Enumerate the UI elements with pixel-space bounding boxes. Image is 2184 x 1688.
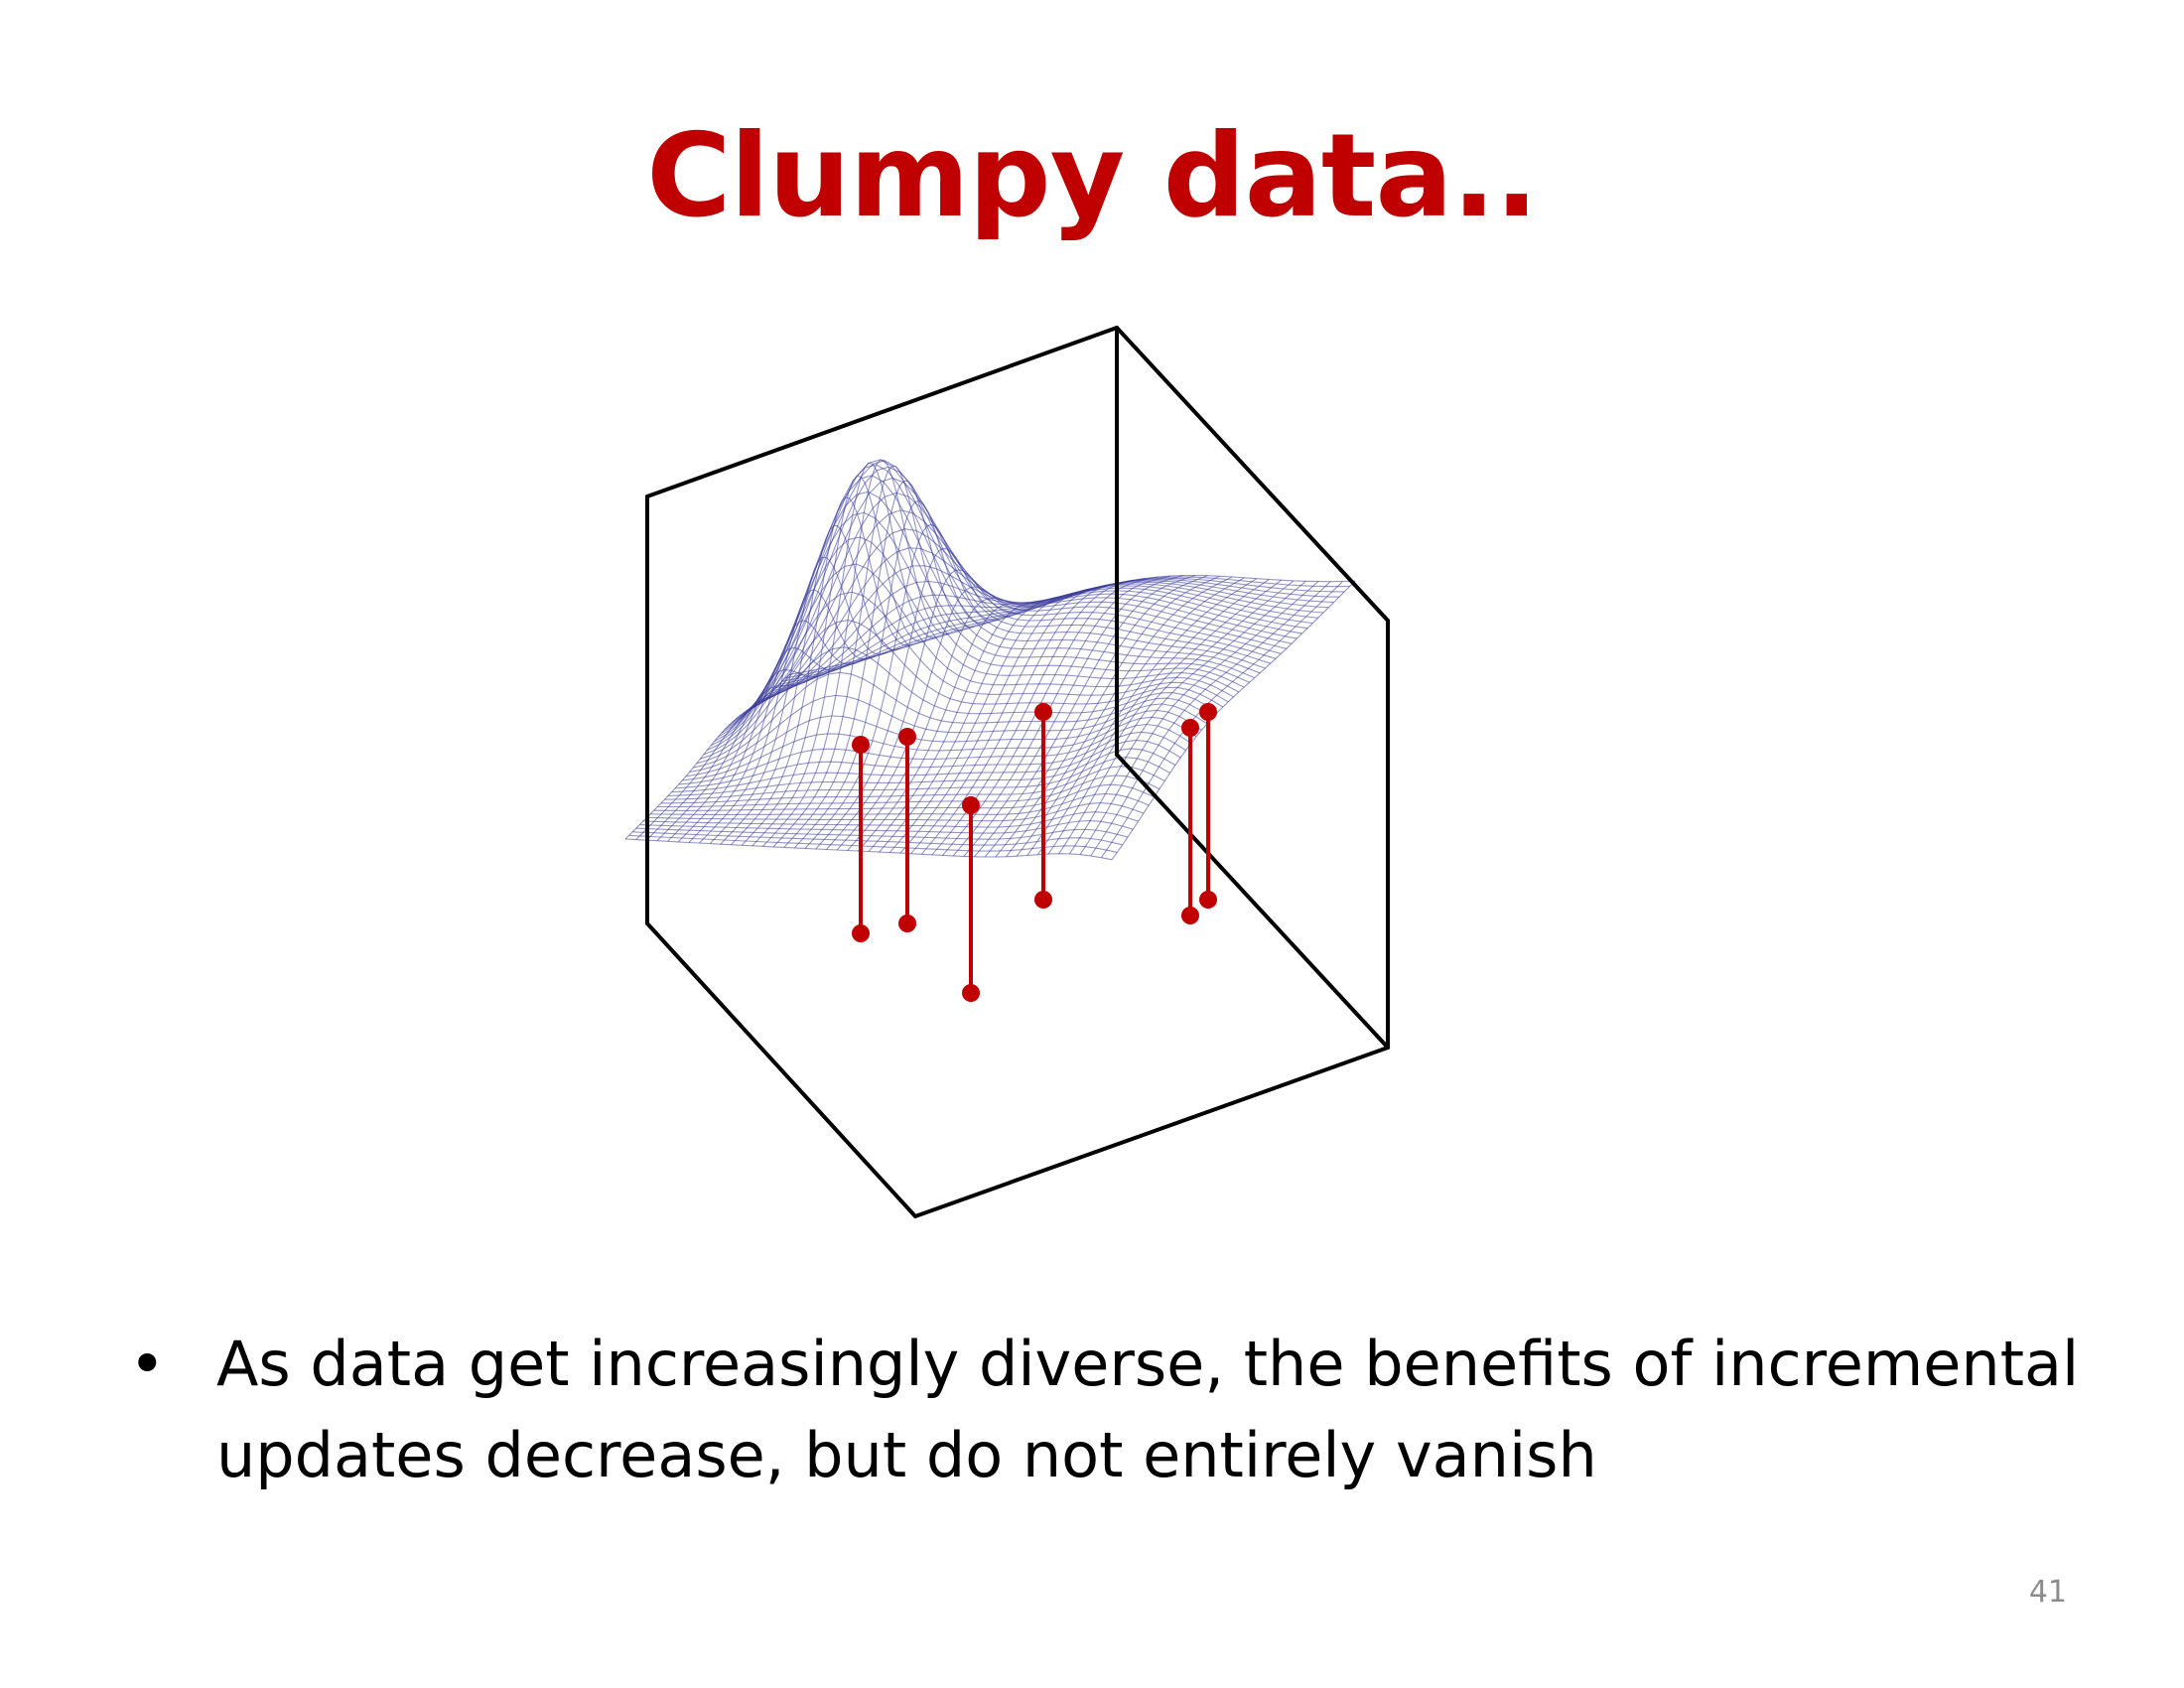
box-edge [645,921,917,1218]
bullet-marker: • [129,1328,166,1400]
surface-grid-line [774,580,1334,689]
stem-bottom-dot [1034,891,1052,909]
bullet-list: • As data get increasingly diverse, the … [129,1319,2115,1501]
surface-grid-line [767,583,1324,695]
surface-grid-line [942,576,1159,856]
stem-top-dot [852,736,870,754]
stem-bottom-dot [962,984,980,1002]
stem-top-dot [1199,703,1217,721]
surface-grid-line [624,838,1113,861]
stem-top-dot [1181,719,1199,737]
surface-grid-line [770,581,1329,692]
box-edge [1115,326,1390,623]
surface-grid-line [696,646,1218,765]
box-edge [1115,753,1390,1050]
surface-grid-line [1047,579,1283,855]
surface-grid-line [1036,579,1270,856]
surface-grid-line [1026,578,1258,856]
box-edge [913,1046,1390,1218]
stem-top-dot [962,796,980,814]
slide-title: Clumpy data.. [646,109,1539,243]
residual-stems [852,703,1217,1002]
surface-grid-line [743,492,1287,714]
surface-grid-line [707,563,1234,751]
stem-bottom-dot [898,914,916,932]
surface-grid-line [1058,580,1295,855]
surface-grid-line [1111,580,1356,861]
surface-grid-line [1016,577,1245,857]
surface-grid-line [1068,580,1306,855]
bullet-item: • As data get increasingly diverse, the … [129,1319,2115,1501]
stem-top-dot [898,728,916,746]
box-edge [645,326,1119,498]
surface-grid-line [1090,581,1331,857]
surface-grid-line [788,574,1356,675]
surface-grid-line [710,536,1240,747]
stem-top-dot [1034,703,1052,721]
surface-grid-line [963,575,1183,857]
surface-grid-line [732,460,1271,723]
surface-grid-line [721,475,1256,734]
bounding-box [645,326,1390,1218]
slide-number: 41 [2028,1575,2067,1610]
stem-bottom-dot [1181,907,1199,924]
surface-grid-line [762,459,950,847]
surface-grid-line [653,783,1155,811]
surface-grid-line [725,464,1261,730]
surface-grid-line [778,579,1340,686]
wireframe-surface [624,459,1356,861]
stem-bottom-dot [1199,891,1217,909]
surface-grid-line [1100,581,1343,859]
surface-grid-line [1079,581,1319,855]
surface-grid-line [974,574,1196,858]
stem-bottom-dot [852,924,870,942]
surface-grid-line [952,575,1171,857]
surface-grid-line [984,575,1208,858]
bullet-text: As data get increasingly diverse, the be… [216,1328,2080,1491]
surface-grid-line [995,575,1220,858]
surface-grid-line [728,459,1266,727]
